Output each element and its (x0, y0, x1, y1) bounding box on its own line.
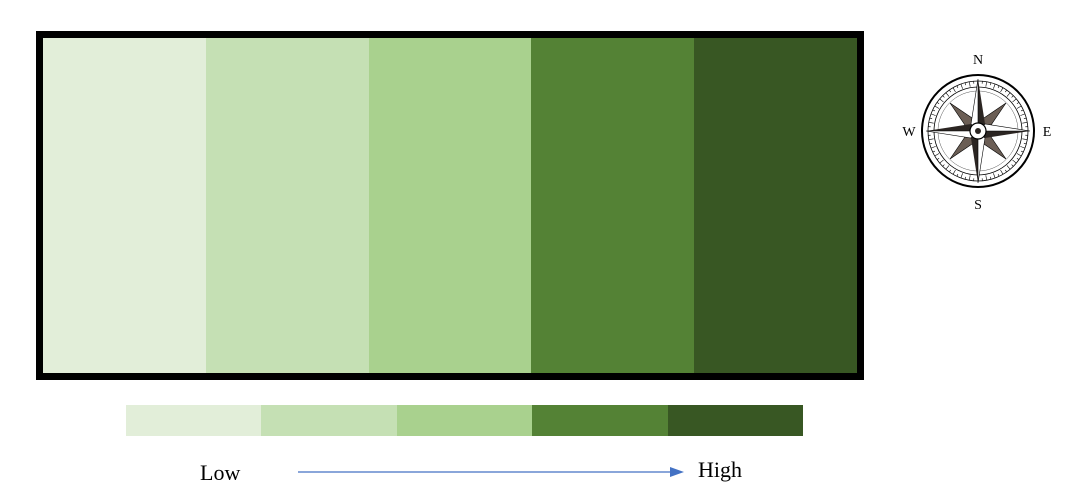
compass-rose-icon: N E S W (902, 53, 1052, 213)
compass-east-label: E (1043, 125, 1052, 140)
compass-north-label: N (973, 53, 983, 68)
map-zone-3 (368, 38, 532, 373)
legend-color-bar (126, 405, 804, 436)
legend-low-label: Low (200, 460, 241, 485)
legend-swatch-3 (396, 405, 533, 436)
legend-swatch-2 (261, 405, 397, 436)
map-zone-1 (43, 38, 206, 373)
choropleth-map-frame (36, 31, 864, 380)
map-zone-5 (694, 38, 857, 373)
legend-high-label: High (698, 457, 742, 482)
map-zone-2 (205, 38, 369, 373)
compass-west-label: W (902, 125, 916, 140)
legend-arrow-icon (298, 467, 684, 477)
legend-swatch-5 (667, 405, 804, 436)
legend-swatch-1 (126, 405, 262, 436)
compass-south-label: S (974, 198, 982, 213)
map-zone-4 (531, 38, 695, 373)
legend-swatch-4 (532, 405, 668, 436)
